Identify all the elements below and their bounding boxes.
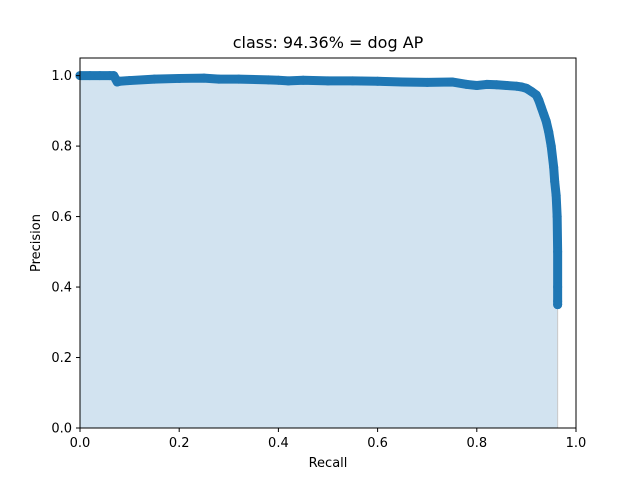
x-tick-label: 0.4 <box>268 436 289 451</box>
data-point <box>539 109 549 119</box>
data-point <box>214 74 224 84</box>
x-tick-label: 0.0 <box>70 436 91 451</box>
plot-frame <box>79 57 577 429</box>
y-tick-label: 0.0 <box>51 422 72 437</box>
data-point <box>482 79 492 89</box>
data-point <box>472 80 482 90</box>
chart-title: class: 94.36% = dog AP <box>233 33 424 52</box>
x-tick-label: 1.0 <box>566 436 587 451</box>
data-point <box>553 247 563 257</box>
data-point <box>95 71 105 81</box>
data-point <box>323 76 333 86</box>
data-point <box>298 75 308 85</box>
data-point <box>85 71 95 81</box>
data-point <box>283 76 293 86</box>
x-tick-label: 0.6 <box>367 436 388 451</box>
data-point <box>199 73 209 83</box>
data-point <box>174 73 184 83</box>
y-tick-label: 0.4 <box>51 281 72 296</box>
data-point <box>234 74 244 84</box>
data-point <box>373 76 383 86</box>
plot-layer <box>75 71 563 429</box>
area-fill <box>79 75 559 429</box>
y-tick-label: 0.6 <box>51 210 72 225</box>
y-tick-label: 0.8 <box>51 140 72 155</box>
data-point <box>536 102 546 112</box>
data-point <box>550 176 560 186</box>
data-point <box>462 79 472 89</box>
data-point <box>534 95 544 105</box>
x-tick-label: 0.2 <box>169 436 190 451</box>
y-tick-label: 1.0 <box>51 69 72 84</box>
data-point <box>447 77 457 87</box>
data-point <box>115 76 125 86</box>
data-point <box>149 74 159 84</box>
data-point <box>397 77 407 87</box>
x-axis-ticks: 0.0 0.2 0.4 0.6 0.8 1.0 <box>70 428 587 451</box>
data-point <box>549 162 559 172</box>
data-point <box>502 80 512 90</box>
data-point <box>263 75 273 85</box>
data-point <box>492 80 502 90</box>
x-axis-label: Recall <box>309 456 348 471</box>
data-point <box>553 300 563 310</box>
data-point <box>553 282 563 292</box>
data-point <box>422 77 432 87</box>
data-point <box>552 212 562 222</box>
y-axis-label: Precision <box>29 214 44 272</box>
x-tick-label: 0.8 <box>466 436 487 451</box>
data-point <box>546 141 556 151</box>
data-point <box>544 127 554 137</box>
data-point <box>125 76 135 86</box>
y-tick-label: 0.2 <box>51 351 72 366</box>
data-point <box>348 76 358 86</box>
y-axis-ticks: 0.0 0.2 0.4 0.6 0.8 1.0 <box>51 69 80 437</box>
data-point <box>551 190 561 200</box>
data-point <box>273 75 283 85</box>
data-point <box>541 116 551 126</box>
